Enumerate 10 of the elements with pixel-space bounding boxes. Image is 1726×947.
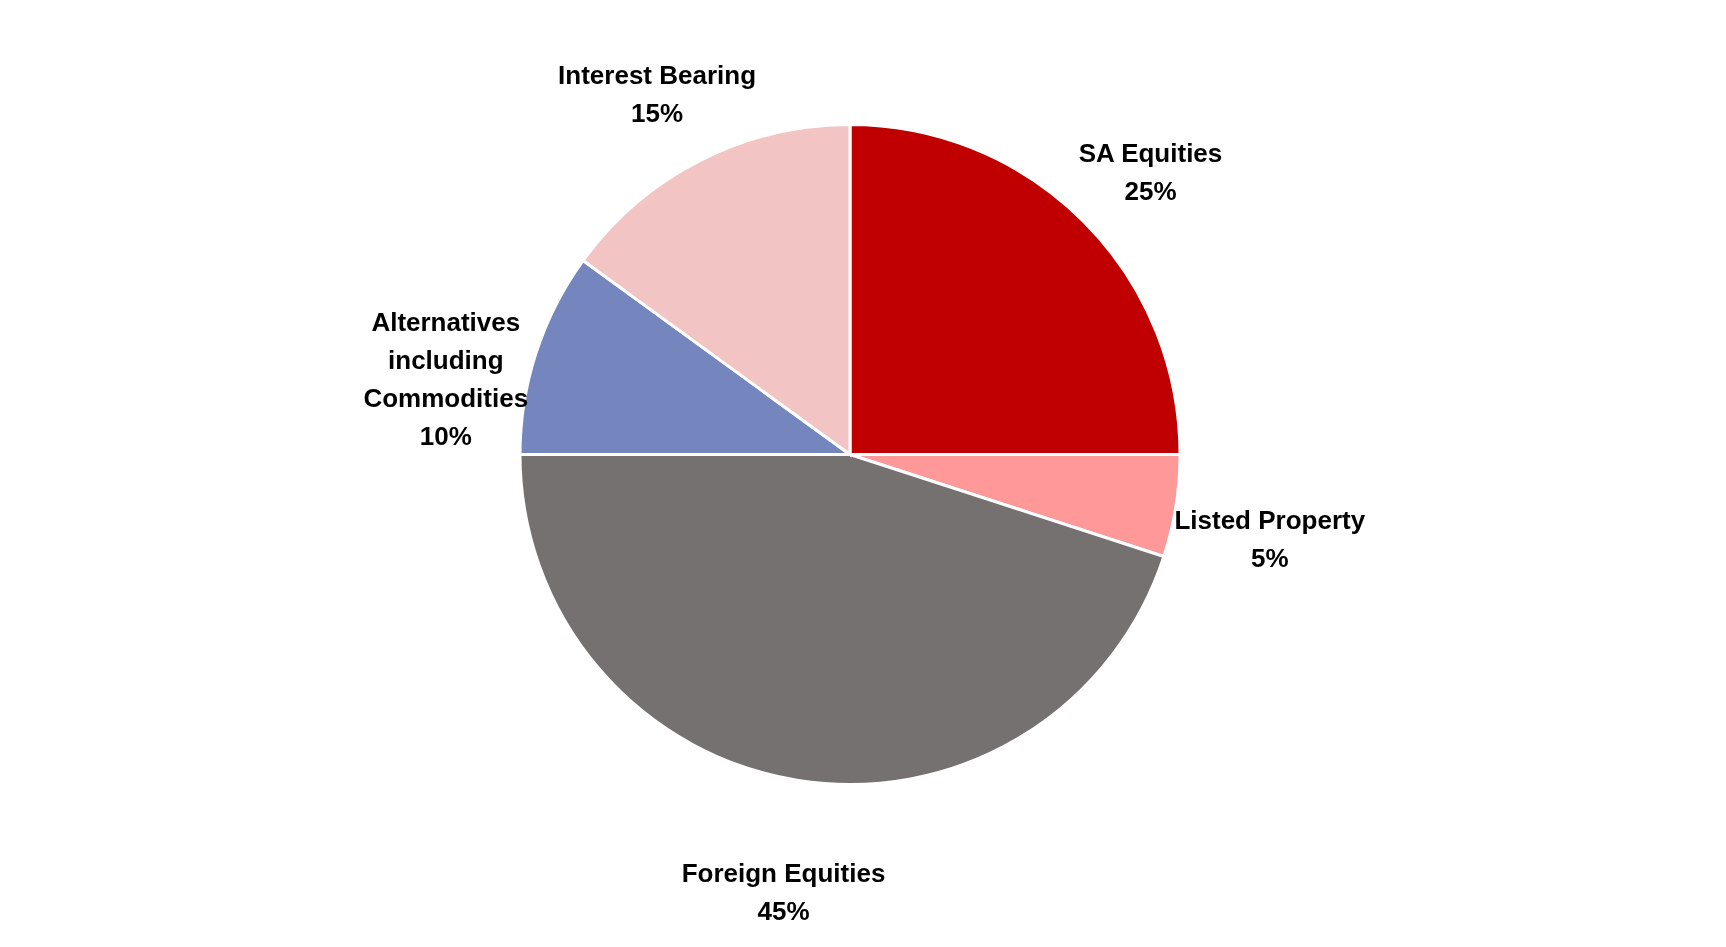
data-label: 25%: [1124, 175, 1177, 206]
slice-label: Alternatives including Commodities: [363, 307, 529, 414]
slice-label: SA Equities: [1078, 137, 1223, 168]
data-label: 10%: [419, 421, 472, 452]
data-label: 15%: [631, 97, 684, 128]
slice-label: Foreign Equities: [681, 858, 886, 889]
data-label: 45%: [757, 896, 810, 927]
slice-label: Listed Property: [1174, 504, 1366, 535]
slice-label: Interest Bearing: [558, 59, 757, 90]
data-label: 5%: [1250, 542, 1289, 573]
